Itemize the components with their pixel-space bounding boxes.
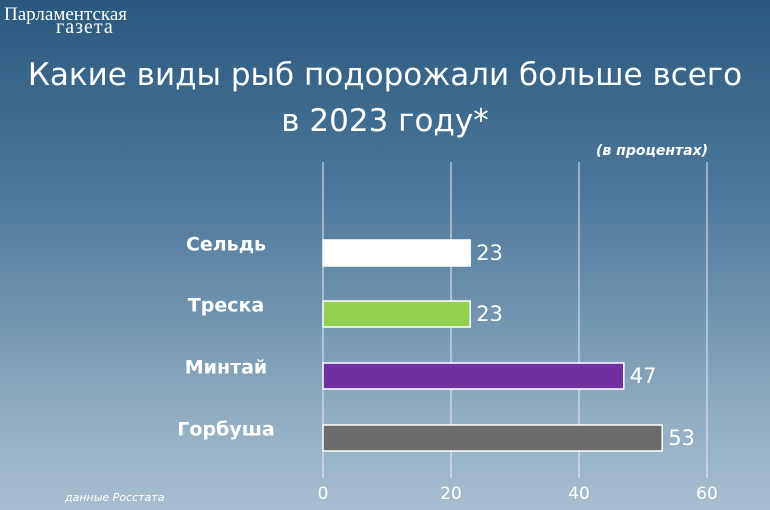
y-tick-label: Горбуша [177, 419, 274, 441]
unit-note: (в процентах) [596, 143, 708, 159]
chart-title: Какие виды рыб подорожали больше всего в… [27, 57, 743, 139]
x-tick-label: 20 [440, 484, 462, 504]
value-label: 47 [630, 364, 657, 388]
value-label: 53 [668, 426, 695, 450]
y-tick-label: Сельдь [186, 234, 266, 256]
x-tick-label: 40 [568, 484, 590, 504]
source-note: данные Росстата [64, 491, 165, 504]
value-label: 23 [476, 241, 503, 265]
logo-top: Парламентская [4, 4, 128, 25]
y-tick-label: Минтай [185, 357, 268, 379]
bar [322, 362, 625, 390]
logo-bottom: газета [56, 16, 114, 38]
bar [322, 239, 471, 267]
bar [322, 424, 663, 452]
x-tick-label: 60 [696, 484, 718, 504]
bar [322, 300, 471, 328]
x-tick-label: 0 [318, 484, 329, 504]
y-tick-label: Треска [188, 295, 264, 317]
value-label: 23 [476, 302, 503, 326]
